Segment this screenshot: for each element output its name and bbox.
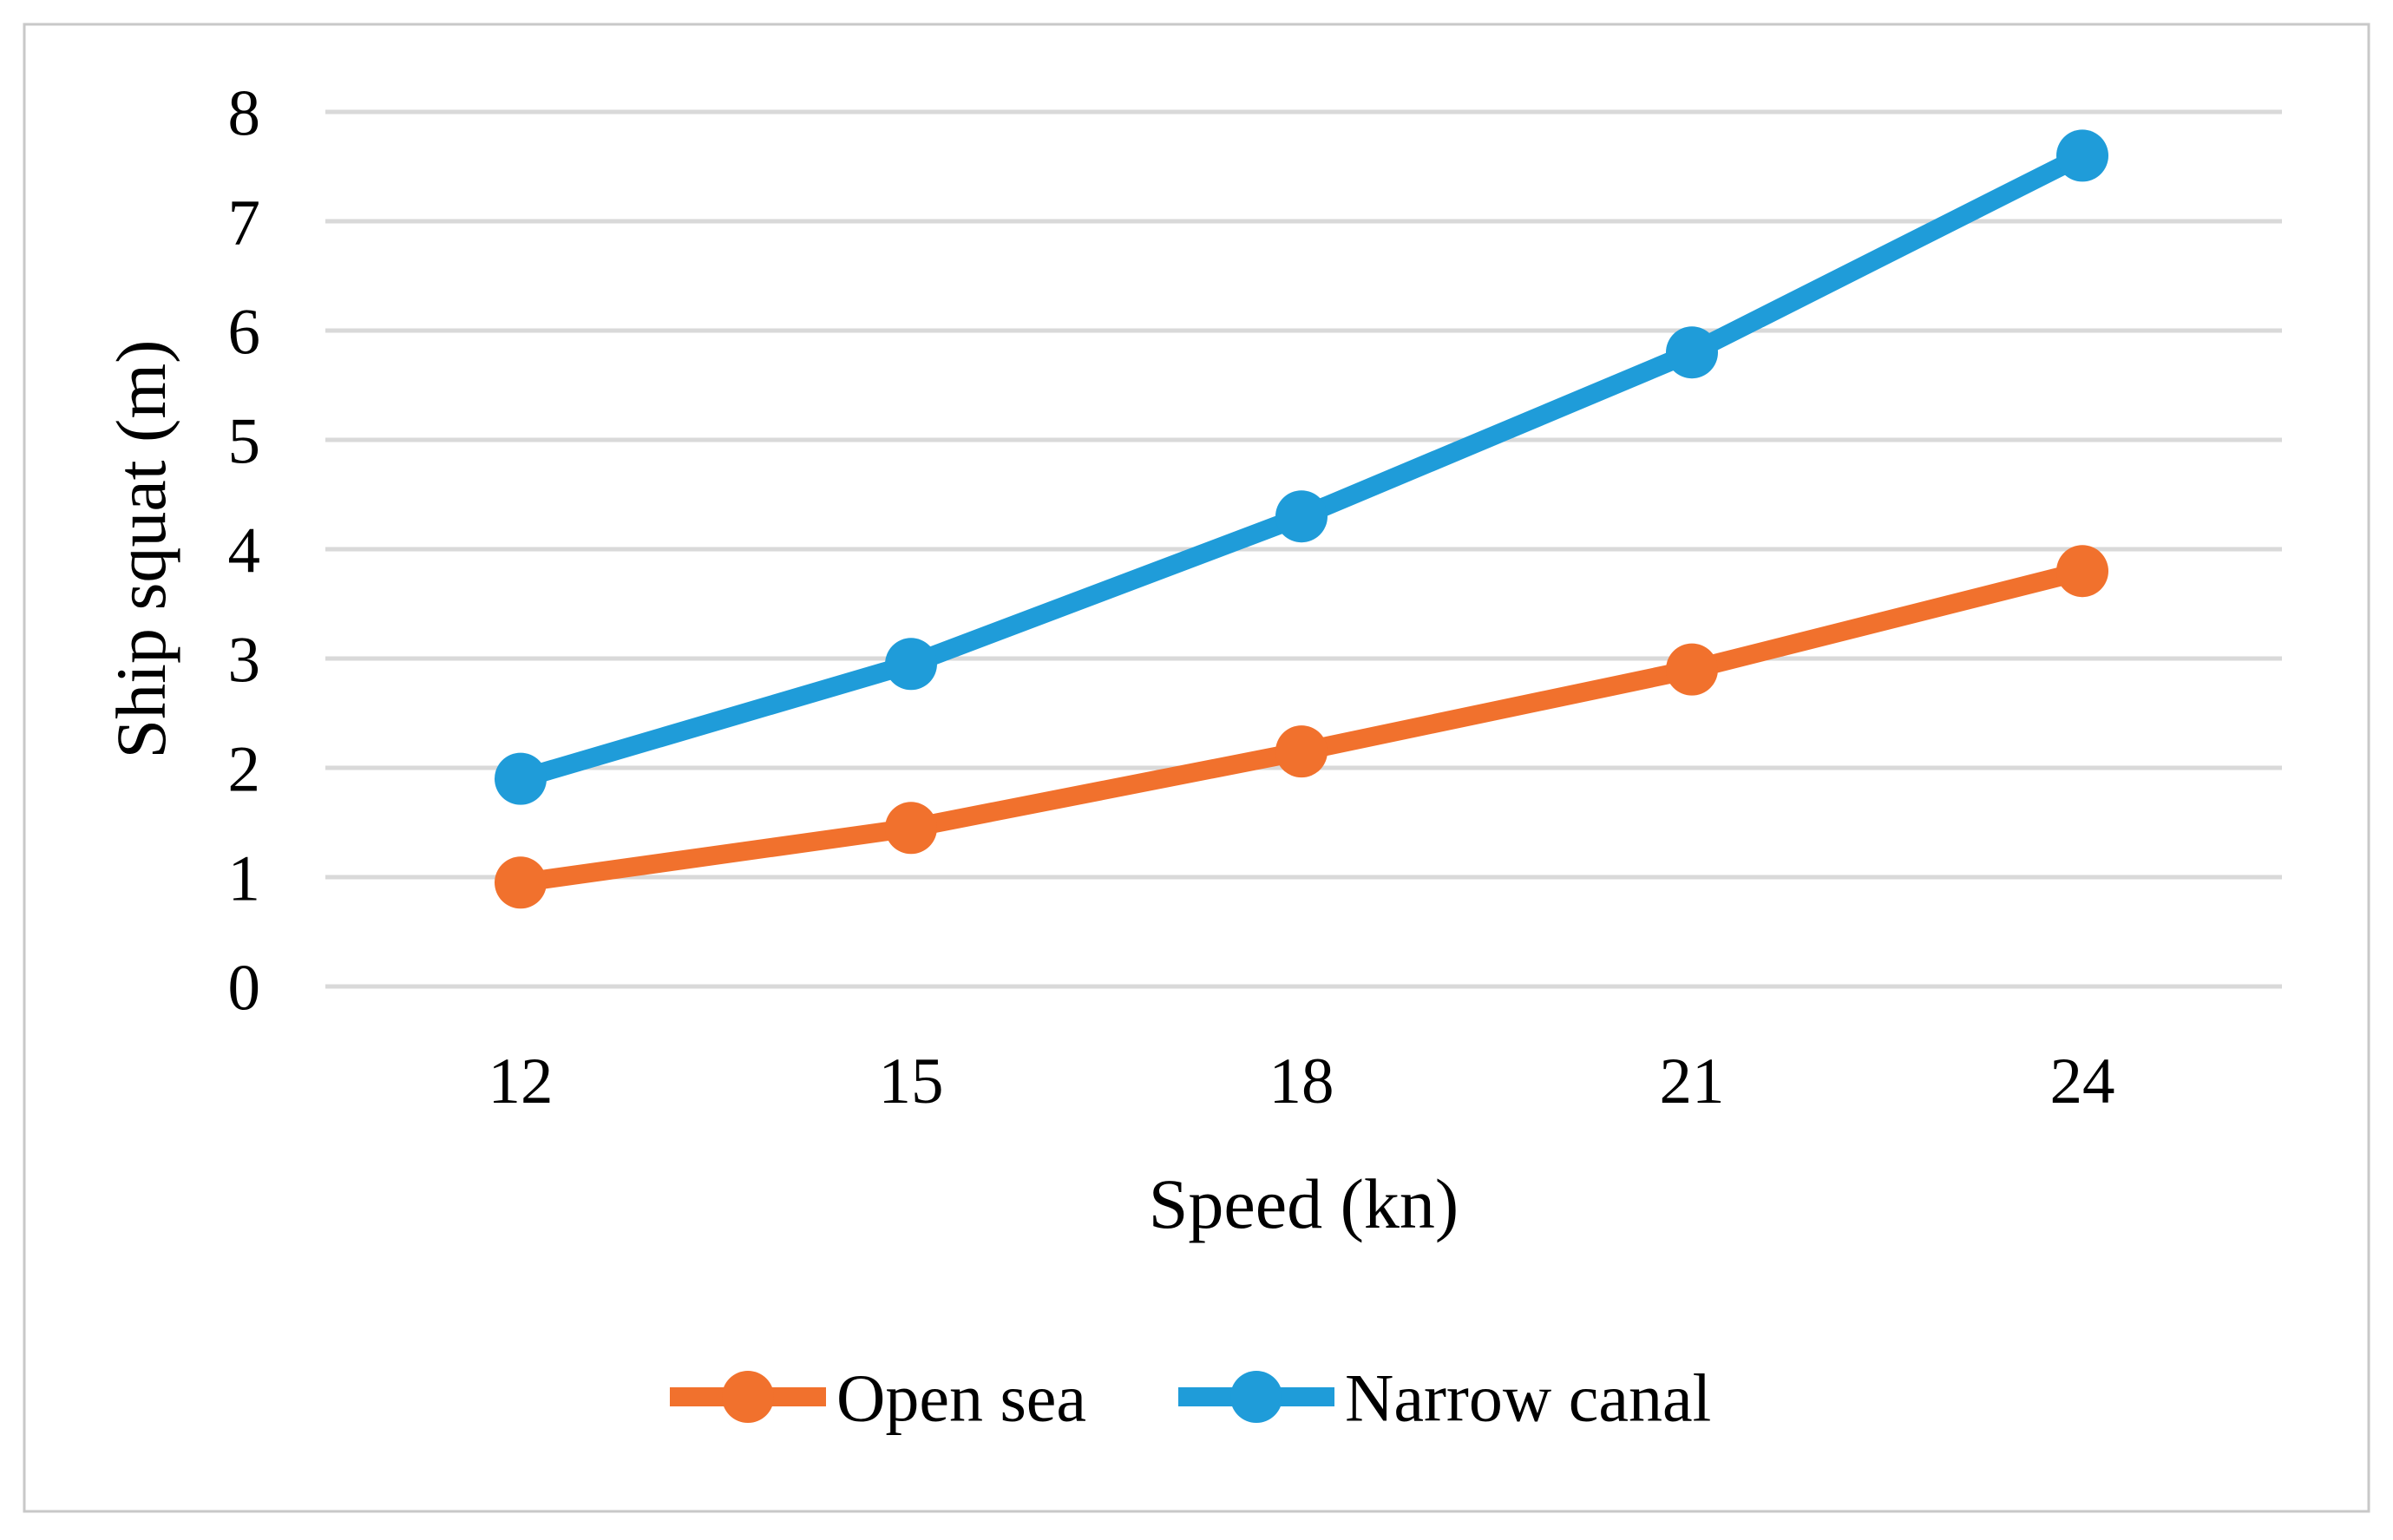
x-tick-label-18: 18 [1269, 1045, 1334, 1117]
y-tick-label-7: 7 [228, 187, 261, 259]
x-axis-title: Speed (kn) [1149, 1164, 1459, 1243]
x-tick-label-24: 24 [2050, 1045, 2115, 1117]
y-tick-label-5: 5 [228, 405, 261, 477]
data-point-0-15 [885, 802, 937, 855]
legend-label-1: Narrow canal [1345, 1360, 1711, 1435]
data-point-1-18 [1275, 490, 1328, 543]
x-tick-label-15: 15 [879, 1045, 944, 1117]
data-point-0-24 [2056, 545, 2108, 598]
data-point-0-21 [1666, 643, 1718, 696]
x-tick-label-12: 12 [488, 1045, 554, 1117]
data-point-0-18 [1275, 725, 1328, 778]
data-point-1-12 [495, 752, 547, 805]
y-tick-label-0: 0 [228, 952, 261, 1024]
y-tick-label-3: 3 [228, 624, 261, 696]
data-point-1-15 [885, 638, 937, 691]
legend-swatch-marker-0 [722, 1371, 774, 1423]
y-axis-title: Ship squat (m) [102, 340, 180, 759]
legend-swatch-marker-1 [1230, 1371, 1282, 1423]
y-tick-label-4: 4 [228, 514, 261, 587]
data-point-0-12 [495, 856, 547, 909]
data-point-1-24 [2056, 129, 2108, 182]
legend-label-0: Open sea [836, 1360, 1086, 1435]
series-line-1 [511, 146, 2092, 789]
x-tick-label-21: 21 [1660, 1045, 1725, 1117]
figure-border [23, 23, 2370, 1513]
y-tick-label-8: 8 [228, 77, 261, 149]
y-tick-label-6: 6 [228, 296, 261, 368]
y-tick-label-2: 2 [228, 733, 261, 805]
data-point-1-21 [1666, 326, 1718, 379]
y-tick-label-1: 1 [228, 842, 261, 914]
